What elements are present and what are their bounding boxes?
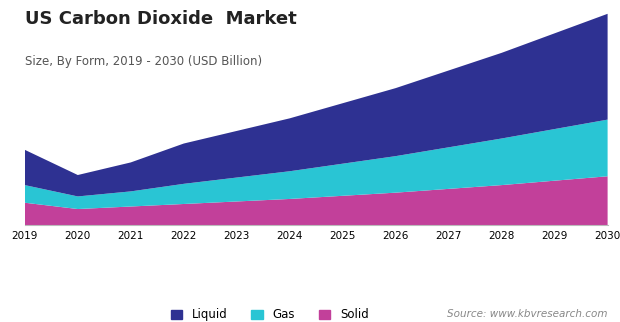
- Legend: Liquid, Gas, Solid: Liquid, Gas, Solid: [166, 304, 373, 322]
- Text: Source: www.kbvresearch.com: Source: www.kbvresearch.com: [447, 309, 608, 319]
- Text: Size, By Form, 2019 - 2030 (USD Billion): Size, By Form, 2019 - 2030 (USD Billion): [25, 55, 262, 68]
- Text: US Carbon Dioxide  Market: US Carbon Dioxide Market: [25, 10, 296, 28]
